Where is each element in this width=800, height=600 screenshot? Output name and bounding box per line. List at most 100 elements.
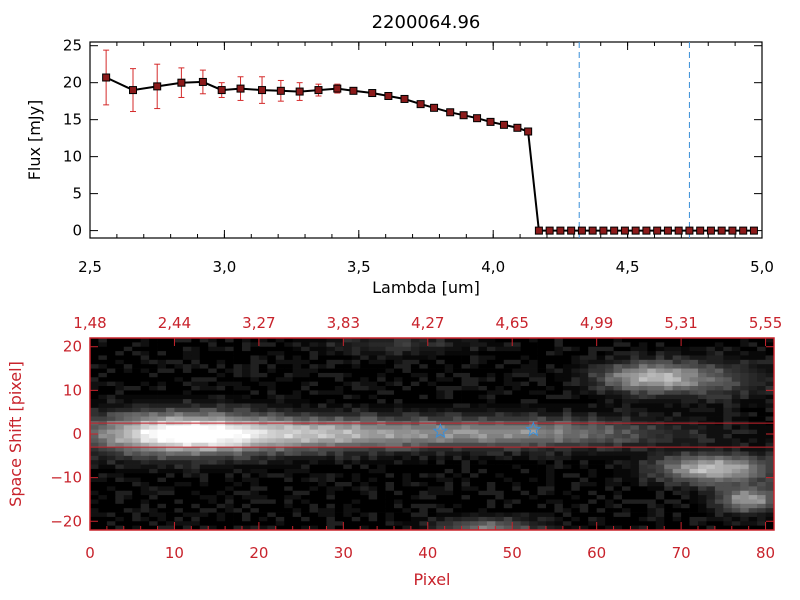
heatmap-cell bbox=[647, 399, 657, 404]
heatmap-cell bbox=[512, 451, 522, 457]
heatmap-cell bbox=[714, 412, 724, 417]
heatmap-cell bbox=[503, 390, 513, 396]
heatmap-cell bbox=[208, 381, 218, 387]
heatmap-cell bbox=[284, 477, 294, 483]
heatmap-cell bbox=[562, 429, 572, 435]
heatmap-cell bbox=[394, 499, 403, 505]
heatmap-cell bbox=[571, 486, 581, 492]
heatmap-cell bbox=[326, 455, 336, 461]
heatmap-cell bbox=[622, 438, 631, 444]
heatmap-cell bbox=[714, 438, 724, 444]
heatmap-cell bbox=[394, 460, 403, 465]
heatmap-cell bbox=[478, 447, 488, 452]
heatmap-cell bbox=[698, 425, 707, 431]
heatmap-cell bbox=[301, 477, 310, 483]
heatmap-cell bbox=[706, 482, 716, 487]
heatmap-cell bbox=[267, 486, 277, 492]
heatmap-cell bbox=[368, 403, 378, 409]
heatmap-cell bbox=[385, 399, 395, 404]
heatmap-cell bbox=[672, 407, 682, 413]
heatmap-cell bbox=[275, 499, 285, 505]
heatmap-cell bbox=[115, 468, 125, 474]
heatmap-cell bbox=[318, 499, 327, 505]
heatmap-cell bbox=[166, 503, 175, 509]
heatmap-cell bbox=[571, 359, 581, 365]
heatmap-cell bbox=[351, 442, 361, 448]
heatmap-cell bbox=[706, 403, 716, 409]
heatmap-cell bbox=[258, 486, 268, 492]
heatmap-cell bbox=[225, 412, 234, 417]
heatmap-cell bbox=[216, 442, 226, 448]
heatmap-cell bbox=[698, 468, 707, 474]
heatmap-cell bbox=[318, 508, 327, 513]
heatmap-cell bbox=[461, 429, 471, 435]
heatmap-cell bbox=[98, 425, 108, 431]
heatmap-cell bbox=[681, 473, 690, 479]
heatmap-cell bbox=[419, 342, 429, 348]
heatmap-cell bbox=[579, 381, 589, 387]
heatmap-cell bbox=[98, 403, 108, 409]
heatmap-cell bbox=[520, 473, 530, 479]
heatmap-cell bbox=[419, 351, 429, 356]
heatmap-cell bbox=[698, 381, 707, 387]
heatmap-cell bbox=[731, 455, 741, 461]
heatmap-cell bbox=[377, 490, 386, 496]
heatmap-cell bbox=[385, 359, 395, 365]
heatmap-cell bbox=[596, 416, 606, 422]
heatmap-cell bbox=[605, 381, 614, 387]
heatmap-cell bbox=[402, 394, 412, 400]
heatmap-cell bbox=[157, 447, 167, 452]
heatmap-cell bbox=[191, 525, 201, 531]
heatmap-cell bbox=[630, 477, 640, 483]
heatmap-cell bbox=[377, 442, 386, 448]
heatmap-cell bbox=[681, 364, 690, 369]
heatmap-cell bbox=[123, 486, 133, 492]
heatmap-cell bbox=[242, 412, 251, 417]
heatmap-cell bbox=[554, 429, 564, 435]
heatmap-cell bbox=[622, 386, 631, 391]
heatmap-cell bbox=[478, 342, 488, 348]
heatmap-cell bbox=[596, 346, 606, 352]
heatmap-cell bbox=[123, 442, 133, 448]
heatmap-cell bbox=[225, 372, 234, 378]
heatmap-cell bbox=[149, 464, 158, 470]
heatmap-cell bbox=[385, 460, 395, 465]
heatmap-cell bbox=[140, 355, 150, 361]
heatmap-cell bbox=[275, 403, 285, 409]
heatmap-cell bbox=[267, 372, 277, 378]
heatmap-cell bbox=[664, 455, 674, 461]
heatmap-cell bbox=[664, 399, 674, 404]
heatmap-cell bbox=[638, 359, 648, 365]
heatmap-cell bbox=[731, 359, 741, 365]
heatmap-cell bbox=[309, 407, 319, 413]
heatmap-cell bbox=[132, 503, 142, 509]
heatmap-cell bbox=[343, 451, 353, 457]
heatmap-cell bbox=[613, 346, 623, 352]
heatmap-cell bbox=[512, 355, 522, 361]
spectrum-y-tick-label: 0 bbox=[72, 222, 82, 240]
heatmap-cell bbox=[757, 460, 766, 465]
heatmap-cell bbox=[292, 521, 302, 527]
heatmap-cell bbox=[757, 525, 766, 531]
heatmap-cell bbox=[495, 412, 505, 417]
heatmap-cell bbox=[672, 516, 682, 522]
spectrum-line bbox=[105, 76, 754, 232]
heatmap-cell bbox=[503, 381, 513, 387]
heatmap-cell bbox=[402, 512, 412, 518]
heatmap-cell bbox=[486, 372, 496, 378]
heatmap-cell bbox=[149, 407, 158, 413]
heatmap-cell bbox=[681, 468, 690, 474]
heatmap-cell bbox=[613, 482, 623, 487]
heatmap-cell bbox=[377, 394, 386, 400]
heatmap-cell bbox=[275, 407, 285, 413]
heatmap-cell bbox=[622, 525, 631, 531]
heatmap-cell bbox=[182, 429, 192, 435]
heatmap-cell bbox=[258, 521, 268, 527]
heatmap-cell bbox=[250, 338, 260, 343]
heatmap-cell bbox=[478, 399, 488, 404]
heatmap-cell bbox=[208, 477, 218, 483]
heatmap-cell bbox=[334, 351, 344, 356]
heatmap-cell bbox=[402, 399, 412, 404]
heatmap-cell bbox=[343, 503, 353, 509]
heatmap-cell bbox=[394, 407, 403, 413]
